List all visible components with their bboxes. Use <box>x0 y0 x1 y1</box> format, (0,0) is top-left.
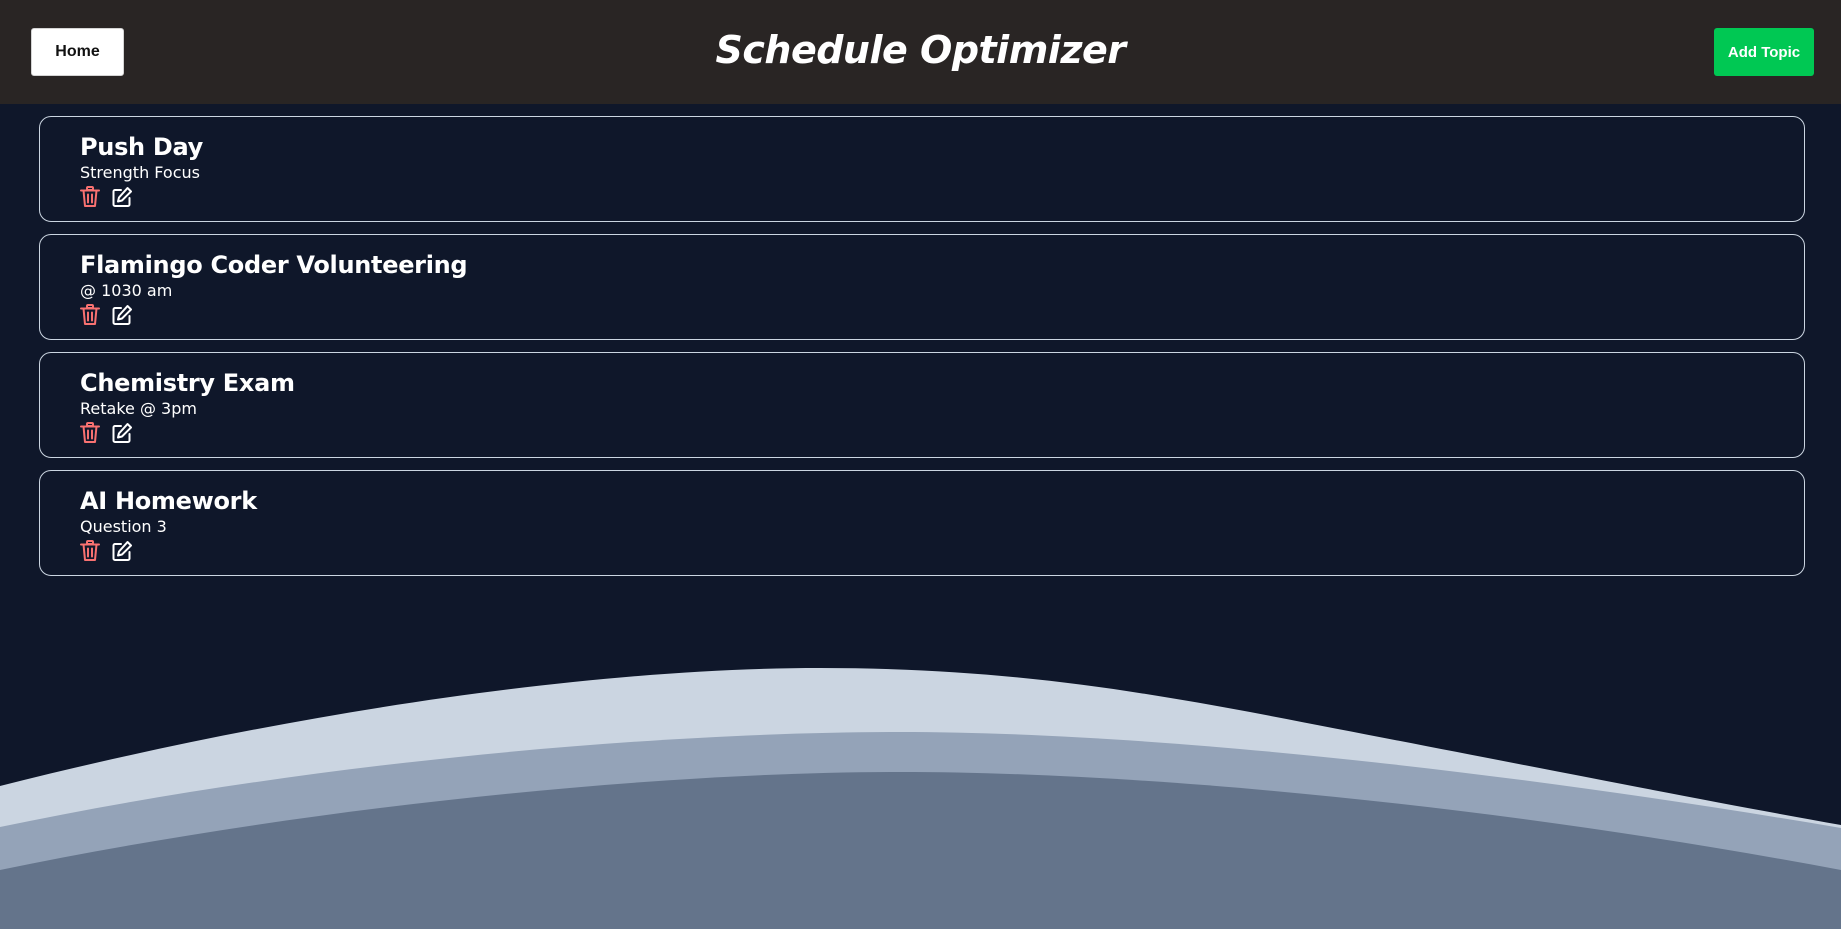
wave-light <box>0 668 1841 929</box>
edit-icon[interactable] <box>112 422 132 444</box>
wave-dark <box>0 772 1841 929</box>
topic-card: Flamingo Coder Volunteering @ 1030 am <box>39 234 1805 340</box>
topic-actions <box>80 540 1804 562</box>
topic-title: AI Homework <box>80 487 257 515</box>
edit-icon[interactable] <box>112 540 132 562</box>
topic-subtitle: Retake @ 3pm <box>80 399 197 418</box>
topic-actions <box>80 422 1804 444</box>
topic-card: Push Day Strength Focus <box>39 116 1805 222</box>
topic-card: Chemistry Exam Retake @ 3pm <box>39 352 1805 458</box>
topic-subtitle: Question 3 <box>80 517 167 536</box>
topic-actions <box>80 304 1804 326</box>
trash-icon[interactable] <box>80 422 100 444</box>
trash-icon[interactable] <box>80 186 100 208</box>
edit-icon[interactable] <box>112 186 132 208</box>
trash-icon[interactable] <box>80 540 100 562</box>
topic-subtitle: Strength Focus <box>80 163 200 182</box>
topic-list: Push Day Strength Focus Flamingo Coder V… <box>39 116 1805 588</box>
topic-title: Chemistry Exam <box>80 369 295 397</box>
app-title: Schedule Optimizer <box>715 28 1126 72</box>
trash-icon[interactable] <box>80 304 100 326</box>
topic-title: Push Day <box>80 133 204 161</box>
wave-mid <box>0 732 1841 929</box>
add-topic-button[interactable]: Add Topic <box>1714 28 1814 76</box>
top-nav-bar: Home Schedule Optimizer Add Topic <box>0 0 1841 104</box>
topic-title: Flamingo Coder Volunteering <box>80 251 468 279</box>
home-button[interactable]: Home <box>31 28 124 76</box>
edit-icon[interactable] <box>112 304 132 326</box>
topic-actions <box>80 186 1804 208</box>
topic-card: AI Homework Question 3 <box>39 470 1805 576</box>
topic-subtitle: @ 1030 am <box>80 281 173 300</box>
